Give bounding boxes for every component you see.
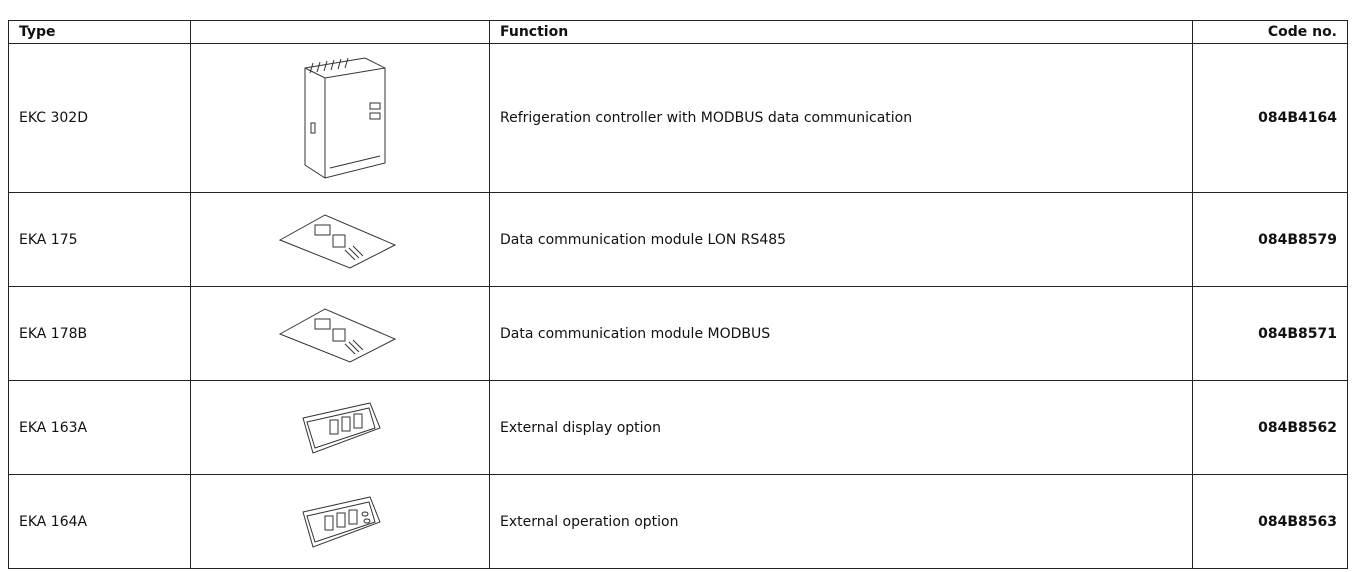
image-cell: [190, 192, 490, 287]
row: EKA 163A External display option 084B856…: [8, 380, 1348, 475]
code-cell: 084B8571: [1192, 286, 1348, 381]
image-cell: [190, 43, 490, 193]
module-drawing: [278, 213, 397, 269]
image-cell: [190, 286, 490, 381]
code-cell: 084B8579: [1192, 192, 1348, 287]
function-cell: External display option: [489, 380, 1193, 475]
function-cell: Data communication module MODBUS: [489, 286, 1193, 381]
type-cell: EKC 302D: [8, 43, 191, 193]
header-cell: [190, 20, 490, 44]
type-cell: EKA 175: [8, 192, 191, 287]
controller-drawing: [304, 57, 386, 179]
code-cell: 084B4164: [1192, 43, 1348, 193]
row: EKA 164A External operation option 084B8…: [8, 474, 1348, 569]
row: EKA 178B Data communication module MODBU…: [8, 286, 1348, 381]
function-cell: Data communication module LON RS485: [489, 192, 1193, 287]
image-cell: [190, 474, 490, 569]
row: EKA 175 Data communication module LON RS…: [8, 192, 1348, 287]
type-cell: EKA 178B: [8, 286, 191, 381]
function-cell: Refrigeration controller with MODBUS dat…: [489, 43, 1193, 193]
header-cell: Type: [8, 20, 191, 44]
function-cell: External operation option: [489, 474, 1193, 569]
image-cell: [190, 380, 490, 475]
type-cell: EKA 164A: [8, 474, 191, 569]
type-cell: EKA 163A: [8, 380, 191, 475]
display-drawing: [302, 401, 381, 454]
header-cell: Code no.: [1192, 20, 1348, 44]
module-drawing: [278, 307, 397, 363]
product-table: Type Function Code no. EKC 302D Refriger…: [8, 20, 1348, 569]
row: EKC 302D Refrigeration controller with M…: [8, 43, 1348, 193]
code-cell: 084B8562: [1192, 380, 1348, 475]
code-cell: 084B8563: [1192, 474, 1348, 569]
header-row: Type Function Code no.: [8, 20, 1348, 44]
header-cell: Function: [489, 20, 1193, 44]
display-drawing: [302, 495, 381, 548]
